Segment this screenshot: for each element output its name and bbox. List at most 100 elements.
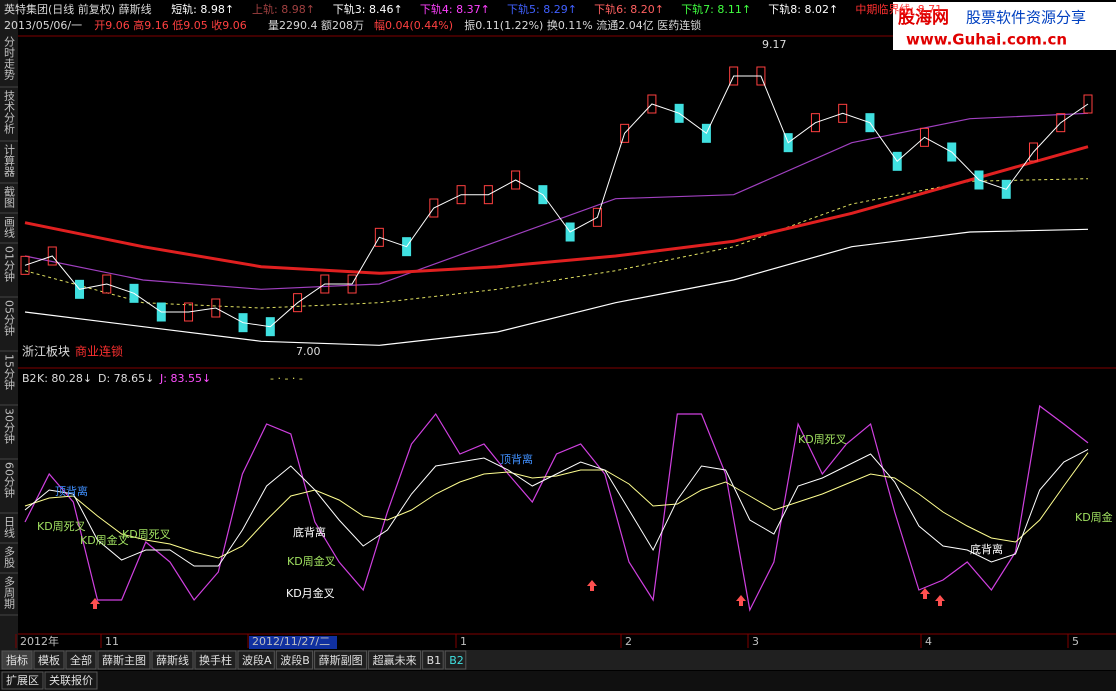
bottom-bar [0,671,1116,691]
tab-label: B2 [449,654,464,667]
indicator-label: K: 80.28↓ [37,372,92,385]
candle [429,198,439,218]
date-highlight [249,636,337,649]
side-tab[interactable]: 多周期 [3,575,16,610]
candle [102,274,112,294]
signal-annotation: 顶背离 [500,452,533,466]
tab[interactable] [368,650,422,670]
signal-annotation: KD周死叉 [798,433,847,446]
header-item: 下轨6: 8.20↑ [594,2,664,16]
series-line [24,112,1089,290]
tab[interactable] [97,650,151,670]
candle [838,103,848,123]
candle [1028,142,1038,162]
date-label: 3 [752,635,759,648]
side-tab[interactable]: 分时走势 [3,36,16,80]
signal-arrows [90,580,945,609]
tab[interactable] [422,650,444,670]
tab-label: B1 [427,654,442,667]
side-tab[interactable]: 60分钟 [3,462,16,499]
header-item: 量2290.4 额208万 [268,19,364,32]
side-tab[interactable]: 30分钟 [3,408,16,445]
header-item: 下轨4: 8.37↑ [420,2,490,16]
candle [511,170,521,190]
signal-annotation: 顶背离 [55,484,88,498]
side-tab[interactable]: 日线 [3,516,16,538]
candle [20,255,30,275]
indicator-label: - · - · - [270,372,303,385]
date-label: 2012/11/27/二 [252,635,330,648]
candle [647,94,657,114]
side-tab[interactable]: 技术分析 [3,90,16,135]
side-tab[interactable]: 计算器 [3,144,16,178]
header-item: 下轨5: 8.29↑ [507,2,577,16]
tab[interactable] [194,650,237,670]
tab-label: 指标 [6,653,28,667]
signal-annotation: KD周死叉 [122,528,171,541]
header-item: 中期临界线: 8.71 [855,2,942,16]
date-label: 5 [1072,635,1079,648]
header-item: 下轨3: 8.46↑ [333,2,403,16]
tab-label: 换手柱 [199,653,232,667]
bottom-tab[interactable] [44,671,98,690]
side-tab[interactable]: 05分钟 [3,300,16,337]
signal-annotation: KD周死叉 [37,520,86,533]
indicator-label: D: 78.65↓ [98,372,154,385]
date-label: 4 [925,635,932,648]
tab[interactable] [1,650,33,670]
header-item: 振0.11(1.22%) 换0.11% 流通2.04亿 医药连锁 [464,18,701,32]
sector-label: 浙江板块 [22,345,70,359]
sidebar [0,0,18,650]
candle [592,207,602,227]
candle [374,227,384,247]
low-label: 7.00 [296,345,321,358]
date-label: 11 [105,635,119,648]
bottom-tab-label: 扩展区 [6,673,39,687]
bottom-tab[interactable] [1,671,44,690]
industry-label: 商业连锁 [75,344,123,359]
signal-annotation: KD周金叉 [287,554,336,568]
signal-annotation: 底背离 [970,542,1003,556]
side-tab[interactable]: 多股 [3,545,16,569]
signal-annotation: KD周金叉 [80,533,129,547]
series-line [24,448,1089,567]
series-line [24,145,1089,275]
candle [47,246,57,266]
high-label: 9.17 [762,38,787,51]
series-line [24,75,1089,328]
series-line [24,404,1089,612]
candle [1083,94,1093,114]
side-tab[interactable]: 15分钟 [3,354,16,391]
side-tab[interactable]: 画线 [3,216,16,238]
tab-label: 超赢未来 [373,653,417,667]
tab[interactable] [151,650,194,670]
series-line [24,452,1089,559]
watermark-logo: 股海网 [898,7,949,28]
tab-label: 薛斯线 [156,653,189,667]
tab[interactable] [65,650,97,670]
tab-label: 波段A [242,653,272,667]
tab[interactable] [237,650,275,670]
side-tab[interactable]: 01分钟 [3,246,16,283]
tab-label: 波段B [280,653,310,667]
tab[interactable] [33,650,65,670]
tab-label: 薛斯主图 [102,654,146,667]
header-item: 英特集团(日线 前复权) 薛斯线 [4,2,152,16]
tab[interactable] [275,650,314,670]
tab-label: 薛斯副图 [319,654,363,667]
candle [919,127,929,147]
header-item: 下轨7: 8.11↑ [681,2,751,16]
header-item: 短轨: 8.98↑ [171,2,234,16]
header-item: 2013/05/06/一 [4,19,82,32]
signal-annotation: KD月金叉 [286,586,335,600]
side-tab[interactable]: 截图 [3,185,16,209]
signal-annotation: 底背离 [293,525,326,539]
series-line [24,228,1089,346]
series-line [24,178,1089,309]
header-item: 开9.06 高9.16 低9.05 收9.06 [94,18,246,32]
tab[interactable] [314,650,368,670]
tab[interactable] [444,650,467,670]
date-label: 2 [625,635,632,648]
